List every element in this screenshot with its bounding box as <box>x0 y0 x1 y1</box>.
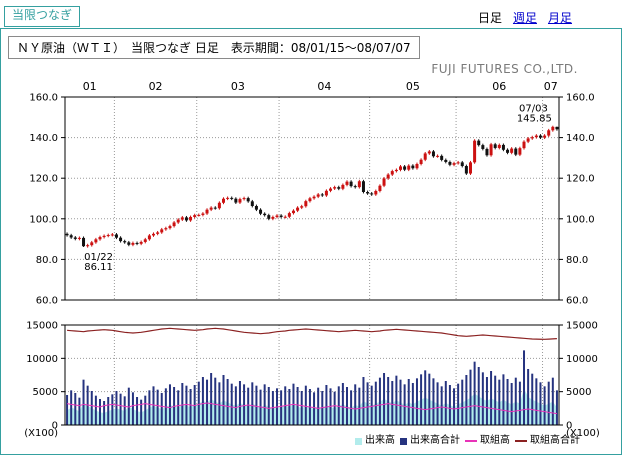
legend-label-volume-total: 出来高合計 <box>410 435 460 446</box>
company-name: FUJI FUTURES CO.,LTD. <box>431 62 578 76</box>
contract-tab-label: 当限つなぎ <box>4 6 81 27</box>
legend-label-open-interest: 取組高 <box>480 435 510 446</box>
legend-label-volume: 出来高 <box>365 435 395 446</box>
legend-item-volume-total: 出来高合計 <box>400 436 460 446</box>
timeframe-nav: 日足 週足 月足 <box>478 9 572 26</box>
legend-item-open-interest: 取組高 <box>465 436 510 446</box>
volume-swatch-icon <box>355 437 362 445</box>
legend-item-volume: 出来高 <box>355 436 395 446</box>
open-interest-total-swatch-icon <box>515 440 527 442</box>
page-title: ＮＹ原油（ＷＴＩ） 当限つなぎ 日足 表示期間：08/01/15～08/07/0… <box>8 36 420 59</box>
chart-frame <box>0 28 622 455</box>
legend-label-open-interest-total: 取組高合計 <box>530 435 580 446</box>
legend-item-open-interest-total: 取組高合計 <box>515 436 580 446</box>
tab-monthly[interactable]: 月足 <box>547 11 572 25</box>
tab-weekly[interactable]: 週足 <box>512 11 537 25</box>
legend: 出来高 出来高合計 取組高 取組高合計 <box>355 436 580 446</box>
open-interest-swatch-icon <box>465 440 477 442</box>
tab-daily: 日足 <box>477 11 502 25</box>
volume-total-swatch-icon <box>400 437 407 445</box>
